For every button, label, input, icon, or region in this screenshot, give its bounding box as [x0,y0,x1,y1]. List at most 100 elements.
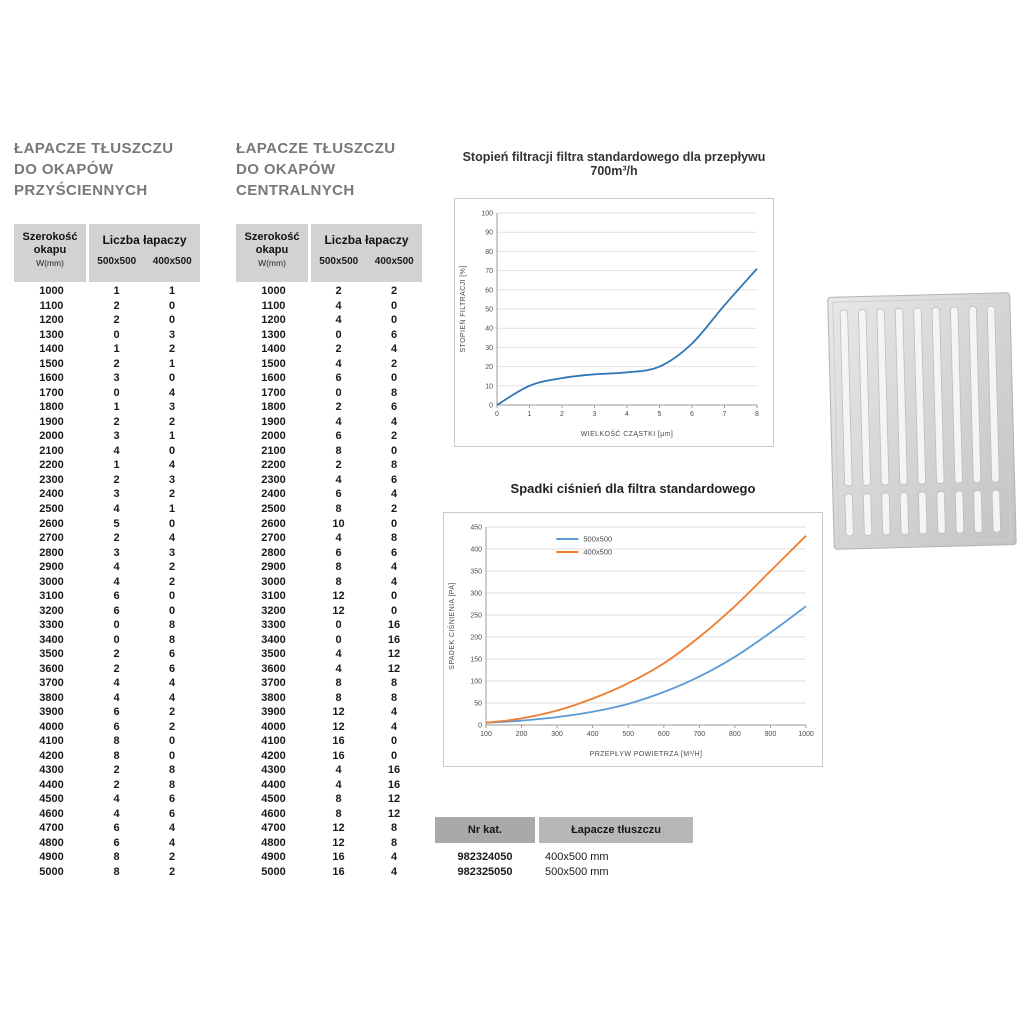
cell-400x500: 6 [390,401,398,414]
cell-hood-width: 2400 [261,488,286,501]
cell-400x500: 8 [168,619,176,632]
cell-hood-width: 1100 [39,299,64,312]
chart-plot-area: 0 10 20 30 40 50 60 70 80 90 100 0 1 2 3 4 5 6 7 8 WIELKOŚĆ … [454,198,774,447]
svg-text:0: 0 [478,723,482,730]
cell-500x500: 4 [113,691,120,704]
cell-500x500: 1 [113,459,120,472]
cell-400x500: 4 [168,459,176,472]
cell-400x500: 4 [168,677,176,690]
cell-400x500: 0 [168,314,176,327]
table-body: 1000 2 2 1100 4 0 1200 4 0 1300 0 6 1400 2 4 1500 4 2 1600… [236,284,422,879]
filter-count-header-cell: Liczba łapaczy 500x500 400x500 [89,224,200,282]
table-row: 3300 0 16 [236,618,422,633]
cell-500x500: 2 [113,415,120,428]
cell-500x500: 0 [335,386,342,399]
cell-500x500: 12 [332,836,345,849]
cell-400x500: 3 [168,473,176,486]
svg-text:0: 0 [495,411,499,418]
svg-text:1: 1 [528,411,532,418]
cell-500x500: 2 [113,299,120,312]
cell-400x500: 6 [168,648,176,661]
cell-500x500: 6 [335,430,342,443]
cell-hood-width: 1700 [261,386,286,399]
svg-text:500: 500 [622,731,634,738]
svg-text:200: 200 [470,635,482,642]
table-row: 1300 0 6 [236,328,422,343]
cell-500x500: 8 [335,691,342,704]
table-row: 4500 4 6 [14,792,200,807]
cell-hood-width: 2300 [261,473,286,486]
table-row: 3700 4 4 [14,676,200,691]
cell-hood-width: 2200 [261,459,286,472]
cell-400x500: 0 [168,749,176,762]
cell-500x500: 6 [113,822,120,835]
cell-500x500: 8 [113,735,120,748]
cell-400x500: 6 [168,662,176,675]
svg-text:4: 4 [625,411,629,418]
cell-400x500: 4 [390,415,398,428]
svg-text:STOPIEŃ FILTRACJI [%]: STOPIEŃ FILTRACJI [%] [458,265,467,352]
cell-hood-width: 3000 [261,575,286,588]
cell-500x500: 10 [332,517,345,530]
cell-400x500: 4 [168,386,176,399]
cell-400x500: 0 [168,444,176,457]
cell-500x500: 4 [335,648,342,661]
cell-500x500: 1 [113,343,120,356]
cell-hood-width: 1200 [261,314,286,327]
cell-hood-width: 4800 [261,836,286,849]
cell-hood-width: 1500 [261,357,286,370]
table-row: 3300 0 8 [14,618,200,633]
table-row: 3200 12 0 [236,603,422,618]
cell-500x500: 12 [332,706,345,719]
cell-500x500: 2 [335,343,342,356]
table-title-line: DO OKAPÓW [236,161,336,178]
cell-hood-width: 4800 [39,836,64,849]
svg-text:90: 90 [485,230,493,237]
table-row: 3100 12 0 [236,589,422,604]
table-row: 4600 4 6 [14,807,200,822]
table-body: 1000 1 1 1100 2 0 1200 2 0 1300 0 3 1400 1 2 1500 2 1 1600… [14,284,200,879]
cell-400x500: 0 [390,735,398,748]
chart-title: Spadki ciśnień dla filtra standardowego [510,481,756,496]
cell-500x500: 16 [332,865,345,878]
cell-hood-width: 2900 [261,561,286,574]
cell-400x500: 2 [168,575,176,588]
cell-hood-width: 3800 [261,691,286,704]
cell-500x500: 2 [113,532,120,545]
cell-400x500: 2 [390,285,398,298]
table-row: 4300 2 8 [14,763,200,778]
cell-hood-width: 2000 [261,430,286,443]
cell-500x500: 1 [113,401,120,414]
cell-500x500: 6 [113,720,120,733]
table-row: 2700 4 8 [236,531,422,546]
cell-hood-width: 2500 [39,502,64,515]
header-label: okapu [33,243,67,256]
table-title-line: DO OKAPÓW [14,161,114,178]
cell-hood-width: 2800 [261,546,286,559]
cell-400x500: 8 [390,532,398,545]
cell-hood-width: 1800 [39,401,64,414]
table-row: 4700 12 8 [236,821,422,836]
cell-hood-width: 3900 [261,706,286,719]
cell-500x500: 4 [335,357,342,370]
pressure-line-chart: 0 50 100 150 200 250 300 350 400 450 100 200 300 400 5… [447,525,814,759]
svg-text:1000: 1000 [798,731,814,738]
cell-500x500: 4 [335,473,342,486]
cell-500x500: 8 [335,444,342,457]
wall-hood-filter-table: ŁAPACZE TŁUSZCZU DO OKAPÓW PRZYŚCIENNYCH… [14,138,200,879]
table-row: 1900 2 2 [14,415,200,430]
cell-hood-width: 3200 [261,604,286,617]
cell-400x500: 2 [168,851,176,864]
cell-hood-width: 3900 [39,706,64,719]
cell-hood-width: 4600 [261,807,286,820]
cell-400x500: 1 [168,502,176,515]
chart-title: Stopień filtracji filtra standardowego d… [462,150,766,178]
catalog-number: 982324050 [457,850,513,863]
cell-hood-width: 2600 [261,517,286,530]
column-header-400x500: 400x500 [152,256,192,267]
cell-500x500: 4 [113,677,120,690]
svg-text:100: 100 [470,679,482,686]
cell-400x500: 0 [390,517,398,530]
table-row: 2100 4 0 [14,444,200,459]
cell-500x500: 8 [335,561,342,574]
